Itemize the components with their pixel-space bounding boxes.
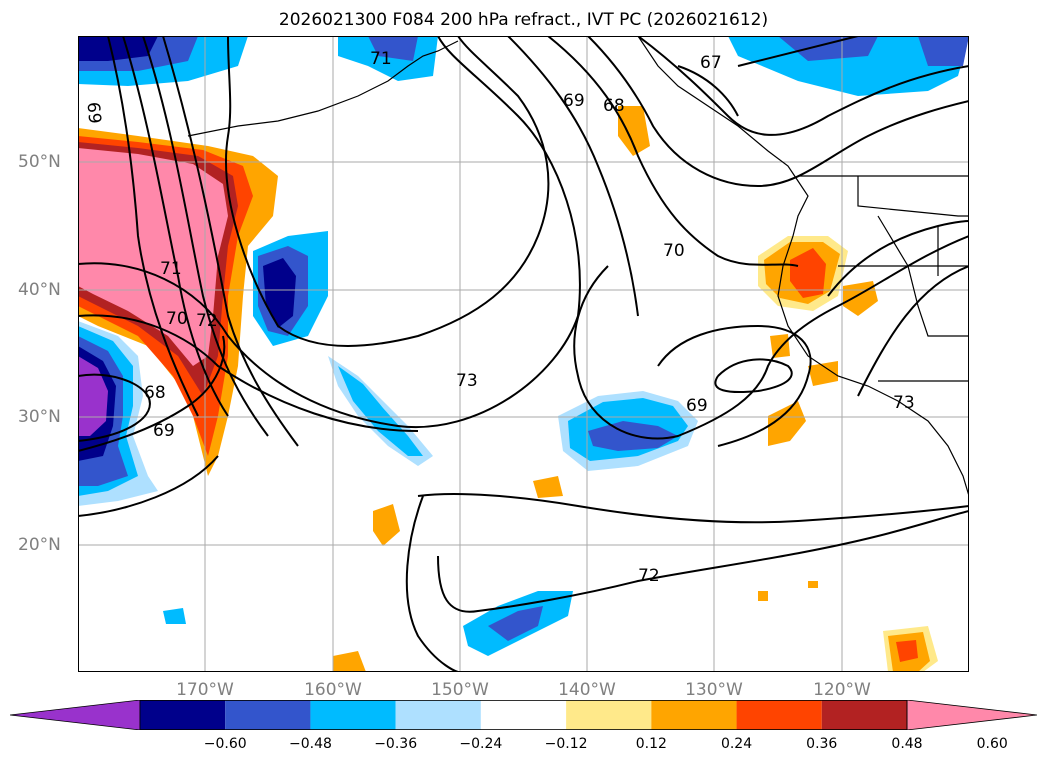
map-title: 2026021300 F084 200 hPa refract., IVT PC…	[278, 10, 769, 30]
contour-labels: 69 71 69 68 67 71 70 72 68 69 70 73 69 7…	[83, 49, 915, 586]
colorbar-tick-label: 0.24	[720, 736, 753, 752]
colorbar-swatch	[566, 700, 652, 730]
graticule	[78, 36, 969, 672]
contour-label: 70	[663, 241, 685, 261]
contour-label: 68	[603, 96, 625, 116]
colorbar-swatch	[736, 700, 822, 730]
colorbar-extend-max	[906, 700, 1037, 730]
lon-label: 150°W	[431, 680, 489, 700]
contour-label: 70	[166, 309, 188, 329]
lat-label: 40°N	[18, 280, 61, 300]
contour-label: 69	[83, 101, 105, 124]
colorbar-tick-label: −0.60	[203, 736, 247, 752]
colorbar	[10, 700, 1037, 730]
colorbar-swatch	[395, 700, 481, 730]
contour-label: 69	[563, 91, 585, 111]
colorbar-swatch	[651, 700, 737, 730]
colorbar-tick-label: 0.60	[976, 736, 1008, 752]
lat-label: 50°N	[18, 152, 61, 172]
lon-label: 170°W	[176, 680, 234, 700]
colorbar-tick-label: −0.48	[288, 736, 332, 752]
contour-label: 72	[196, 311, 218, 331]
colorbar-tick-label: −0.36	[374, 736, 418, 752]
colorbar-extend-min	[10, 700, 141, 730]
colorbar-swatch	[140, 700, 226, 730]
contour-label: 69	[686, 396, 708, 416]
map-panel: 69 71 69 68 67 71 70 72 68 69 70 73 69 7…	[78, 36, 969, 672]
contour-lines	[78, 36, 969, 672]
colorbar-tick-label: −0.12	[544, 736, 588, 752]
contour-label: 71	[370, 49, 392, 69]
lon-label: 140°W	[558, 680, 616, 700]
contour-label: 68	[144, 383, 166, 403]
contour-label: 72	[638, 566, 660, 586]
colorbar-tick-label: −0.24	[459, 736, 503, 752]
lon-label: 160°W	[304, 680, 362, 700]
contour-label: 69	[153, 421, 175, 441]
lon-label: 120°W	[813, 680, 871, 700]
colorbar-swatch	[225, 700, 311, 730]
contour-label: 67	[700, 53, 722, 73]
contour-label: 73	[893, 393, 915, 413]
colorbar-swatch	[310, 700, 396, 730]
lon-label: 130°W	[685, 680, 743, 700]
lat-label: 20°N	[18, 535, 61, 555]
contour-label: 71	[160, 259, 182, 279]
lat-label: 30°N	[18, 407, 61, 427]
colorbar-tick-label: 0.36	[806, 736, 838, 752]
contour-label: 73	[456, 371, 478, 391]
colorbar-swatch	[821, 700, 907, 730]
colorbar-swatch	[480, 700, 567, 730]
colorbar-tick-label: 0.12	[635, 736, 667, 752]
coastlines	[187, 36, 969, 497]
colorbar-tick-label: 0.48	[891, 736, 923, 752]
